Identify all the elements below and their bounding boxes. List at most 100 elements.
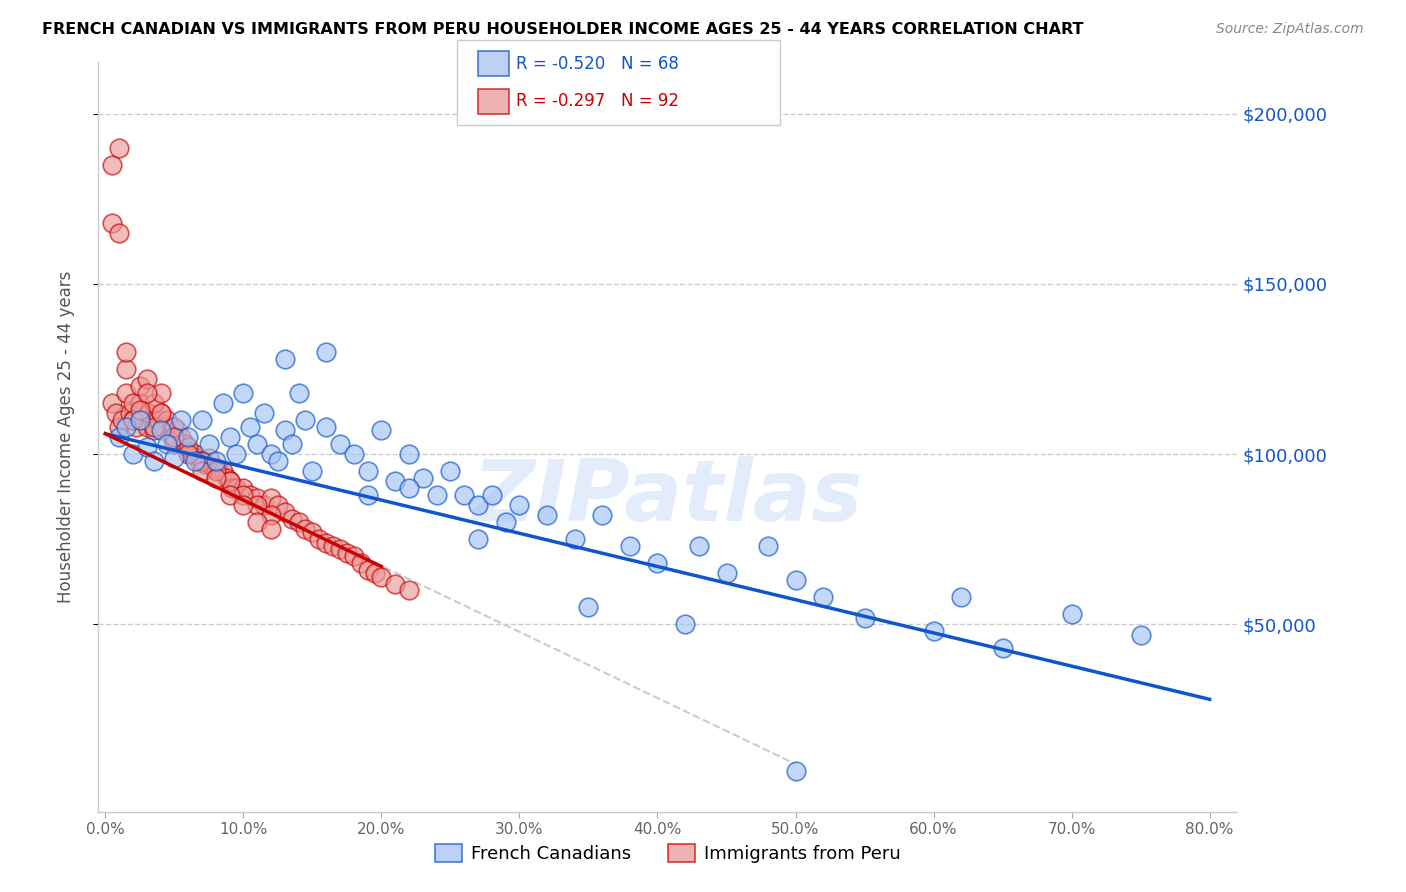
Point (356, 464, 378, 478)
Point (301, 525, 323, 540)
Point (156, 437, 179, 451)
Point (163, 450, 186, 465)
Point (198, 450, 221, 465)
Point (467, 533, 489, 547)
Point (274, 351, 297, 366)
Point (591, 508, 613, 523)
Text: R = -0.520   N = 68: R = -0.520 N = 68 (516, 54, 679, 72)
Point (370, 570, 392, 584)
Point (191, 413, 214, 427)
Point (204, 464, 226, 478)
Point (135, 440, 157, 454)
Point (315, 345, 337, 359)
Point (194, 458, 217, 472)
Point (218, 475, 240, 489)
Point (453, 488, 475, 502)
Point (811, 590, 834, 604)
Point (108, 420, 131, 434)
Point (108, 430, 131, 444)
Point (329, 437, 352, 451)
Point (177, 440, 200, 454)
Point (163, 430, 186, 444)
Point (142, 396, 165, 410)
Point (211, 396, 233, 410)
Point (991, 641, 1014, 656)
Point (673, 617, 696, 632)
Point (215, 471, 238, 485)
Legend: French Canadians, Immigrants from Peru: French Canadians, Immigrants from Peru (427, 837, 908, 870)
Point (128, 402, 150, 417)
Point (105, 406, 128, 420)
Point (564, 533, 586, 547)
Point (246, 515, 269, 529)
Point (138, 406, 160, 420)
Point (115, 385, 138, 400)
Point (163, 420, 186, 434)
Point (370, 423, 392, 437)
Point (260, 491, 283, 506)
Point (785, 764, 807, 778)
Point (174, 437, 197, 451)
Point (142, 454, 165, 468)
Point (467, 498, 489, 512)
Point (128, 379, 150, 393)
Point (260, 508, 283, 523)
Point (536, 508, 558, 523)
Point (274, 505, 297, 519)
Point (207, 464, 229, 478)
Point (363, 566, 385, 581)
Point (647, 556, 669, 570)
Point (115, 345, 138, 359)
Point (619, 539, 641, 553)
Point (170, 430, 193, 444)
Point (122, 413, 145, 427)
Point (160, 430, 183, 444)
Point (922, 624, 945, 639)
Point (301, 464, 323, 478)
Point (398, 481, 420, 495)
Point (398, 583, 420, 598)
Point (578, 600, 600, 615)
Point (142, 423, 165, 437)
Point (308, 533, 330, 547)
Point (122, 447, 145, 461)
Point (149, 406, 172, 420)
Point (135, 372, 157, 386)
Point (232, 498, 254, 512)
Text: FRENCH CANADIAN VS IMMIGRANTS FROM PERU HOUSEHOLDER INCOME AGES 25 - 44 YEARS CO: FRENCH CANADIAN VS IMMIGRANTS FROM PERU … (42, 22, 1084, 37)
Point (267, 498, 290, 512)
Point (384, 475, 406, 489)
Point (149, 423, 172, 437)
Point (315, 420, 337, 434)
Point (287, 385, 309, 400)
Point (294, 413, 316, 427)
Point (260, 522, 283, 536)
Point (232, 481, 254, 495)
Point (756, 539, 779, 553)
Point (267, 454, 290, 468)
Point (1129, 627, 1152, 641)
Point (135, 420, 157, 434)
Point (191, 454, 214, 468)
Point (156, 413, 179, 427)
Point (204, 460, 226, 475)
Point (132, 413, 155, 427)
Point (101, 215, 124, 229)
Point (135, 385, 157, 400)
Point (225, 447, 247, 461)
Point (280, 437, 302, 451)
Point (218, 430, 240, 444)
Point (120, 406, 142, 420)
Point (108, 140, 131, 154)
Point (853, 610, 876, 624)
Point (146, 413, 169, 427)
Point (950, 590, 973, 604)
Point (287, 515, 309, 529)
Point (125, 420, 148, 434)
Point (356, 488, 378, 502)
Point (128, 413, 150, 427)
Point (716, 566, 738, 581)
Point (177, 447, 200, 461)
Point (177, 443, 200, 458)
Point (253, 406, 276, 420)
